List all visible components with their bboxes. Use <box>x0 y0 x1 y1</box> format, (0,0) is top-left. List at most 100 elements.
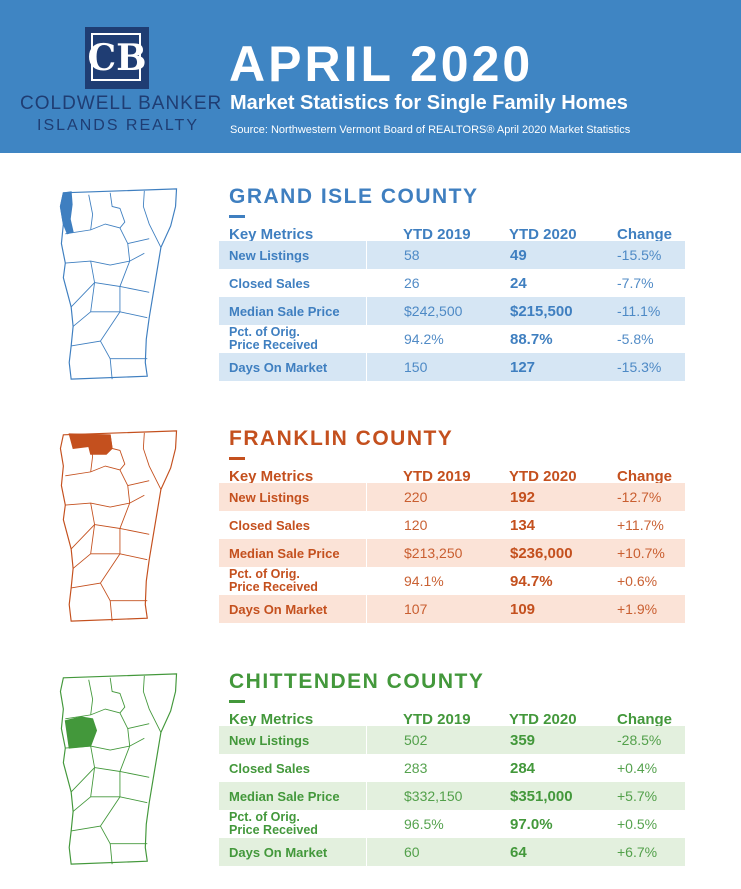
value-change: -7.7% <box>617 275 654 291</box>
value-ytd-2020: 134 <box>510 517 536 534</box>
value-ytd-2019: 94.2% <box>404 331 444 347</box>
table-header: Key Metrics YTD 2019 YTD 2020 Change <box>229 465 689 487</box>
metric-label-line2: Price Received <box>229 338 318 352</box>
highlighted-county-shape <box>64 716 98 749</box>
county-boundary <box>142 675 162 733</box>
value-ytd-2020: 284 <box>510 760 536 777</box>
county-boundary <box>142 190 162 248</box>
county-boundary <box>127 238 150 244</box>
county-title: GRAND ISLE COUNTY <box>229 185 479 208</box>
value-change: -15.3% <box>617 359 662 375</box>
county-boundary <box>65 494 145 508</box>
value-ytd-2020: 88.7% <box>510 331 553 348</box>
county-boundary <box>119 286 150 293</box>
county-title: FRANKLIN COUNTY <box>229 427 454 450</box>
value-ytd-2020: 24 <box>510 275 527 292</box>
metric-label-line1: Pct. of Orig. <box>229 567 300 581</box>
county-boundary <box>119 796 148 804</box>
county-boundary <box>109 358 113 380</box>
county-boundary <box>71 553 121 589</box>
column-separator <box>366 353 367 381</box>
value-ytd-2019: 220 <box>404 489 428 505</box>
logo-monogram: CB <box>87 37 147 79</box>
column-separator <box>366 241 367 269</box>
vermont-map-icon <box>59 430 178 622</box>
county-boundary <box>90 771 121 798</box>
value-ytd-2020: 109 <box>510 601 536 618</box>
value-change: -5.8% <box>617 331 654 347</box>
metric-label: New Listings <box>229 733 310 748</box>
county-boundary <box>119 712 131 747</box>
header-metric: Key Metrics <box>229 226 314 243</box>
value-change: -12.7% <box>617 489 662 505</box>
value-ytd-2020: 359 <box>510 732 536 749</box>
county-boundary <box>72 524 96 569</box>
value-change: -15.5% <box>617 247 662 263</box>
county-boundary <box>88 679 94 715</box>
value-ytd-2019: 120 <box>404 517 428 533</box>
value-ytd-2019: $332,150 <box>404 788 463 804</box>
county-boundary <box>65 223 121 235</box>
county-boundary <box>109 192 126 229</box>
county-section: GRAND ISLE COUNTY Key Metrics YTD 2019 YTD … <box>0 185 741 400</box>
source-note: Source: Northwestern Vermont Board of RE… <box>230 124 631 136</box>
metric-label: New Listings <box>229 248 310 263</box>
page-title: APRIL 2020 <box>229 36 534 92</box>
value-ytd-2020: 94.7% <box>510 573 553 590</box>
metric-label: Pct. of Orig. Price Received <box>229 326 318 352</box>
value-ytd-2020: 97.0% <box>510 816 553 833</box>
county-boundary <box>90 528 121 555</box>
value-ytd-2020: 49 <box>510 247 527 264</box>
column-separator <box>366 726 367 754</box>
value-ytd-2020: 192 <box>510 489 536 506</box>
county-boundary <box>65 708 121 720</box>
county-boundary <box>119 227 131 262</box>
county-section: CHITTENDEN COUNTY Key Metrics YTD 2019 YTD … <box>0 670 741 885</box>
column-separator <box>366 297 367 325</box>
header-ytd2020: YTD 2020 <box>509 468 577 485</box>
column-separator <box>366 782 367 810</box>
county-boundary <box>142 432 162 490</box>
value-change: +1.9% <box>617 601 658 617</box>
county-title: CHITTENDEN COUNTY <box>229 670 485 693</box>
county-boundary <box>65 252 145 266</box>
metric-label-line2: Price Received <box>229 580 318 594</box>
page-subtitle: Market Statistics for Single Family Home… <box>230 92 628 114</box>
header-metric: Key Metrics <box>229 468 314 485</box>
table-row: Pct. of Orig. Price Received 96.5% 97.0% +0.… <box>219 810 685 838</box>
header-metric: Key Metrics <box>229 711 314 728</box>
county-boundary <box>119 469 131 504</box>
metric-label: Pct. of Orig. Price Received <box>229 811 318 837</box>
county-boundary <box>100 582 148 602</box>
logo-frame <box>91 33 141 81</box>
county-boundary <box>90 286 121 313</box>
county-boundary <box>119 528 150 535</box>
value-change: +5.7% <box>617 788 658 804</box>
header-change: Change <box>617 711 673 728</box>
metric-label: Days On Market <box>229 845 328 860</box>
title-underline <box>229 215 245 218</box>
value-ytd-2019: 283 <box>404 760 428 776</box>
brand-name-line2: ISLANDS REALTY <box>37 117 199 134</box>
value-ytd-2019: 502 <box>404 732 428 748</box>
state-outline <box>59 430 178 622</box>
county-boundary <box>70 503 96 550</box>
value-change: +10.7% <box>617 545 665 561</box>
table-row: Median Sale Price $332,150 $351,000 +5.7% <box>219 782 685 810</box>
table-header: Key Metrics YTD 2019 YTD 2020 Change <box>229 223 689 245</box>
value-ytd-2019: 58 <box>404 247 420 263</box>
value-change: +11.7% <box>617 517 664 533</box>
metric-label: Days On Market <box>229 602 328 617</box>
value-ytd-2019: 26 <box>404 275 420 291</box>
county-boundary <box>70 746 96 793</box>
county-boundary <box>109 600 113 622</box>
column-separator <box>366 595 367 623</box>
metric-label: Median Sale Price <box>229 546 340 561</box>
state-outline <box>59 673 178 865</box>
brand-name-line1: COLDWELL BANKER <box>20 93 223 114</box>
county-boundary <box>71 311 121 347</box>
value-change: +0.5% <box>617 816 658 832</box>
metric-label-line1: Pct. of Orig. <box>229 810 300 824</box>
county-boundary <box>71 796 121 832</box>
county-boundary <box>109 843 113 865</box>
